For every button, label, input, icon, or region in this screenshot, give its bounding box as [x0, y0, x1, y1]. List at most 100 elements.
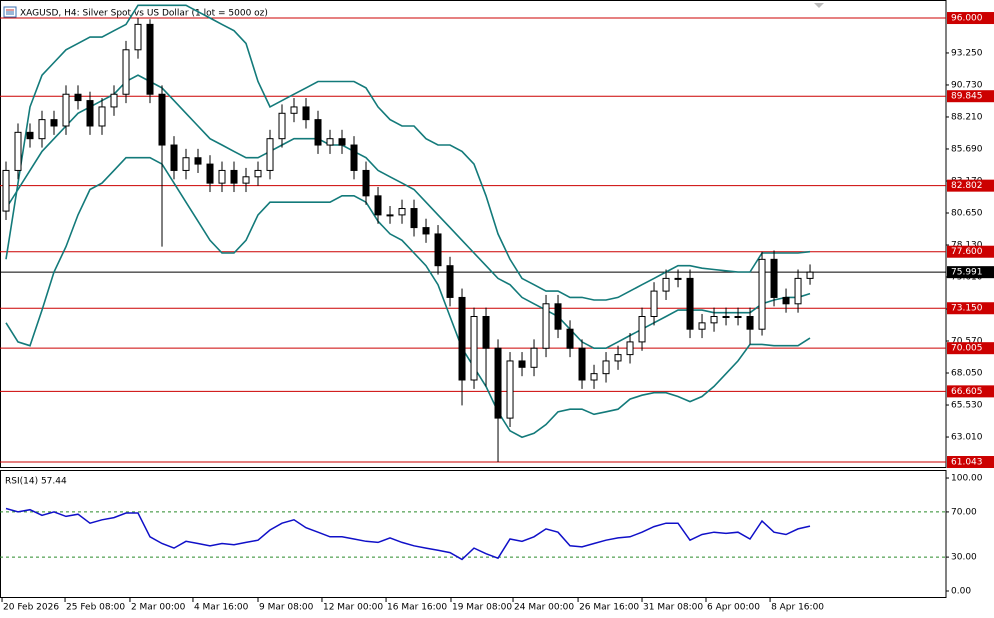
candle-body — [686, 277, 694, 330]
candle-body — [98, 106, 106, 127]
candle-body — [206, 163, 214, 184]
level-box — [947, 302, 994, 315]
candle-body — [242, 176, 250, 184]
price-panel-frame — [0, 0, 947, 468]
candle-body — [362, 169, 370, 197]
candle — [602, 352, 610, 383]
candle — [434, 225, 442, 275]
candle — [206, 155, 214, 193]
y-tick-label: 70.570 — [951, 337, 983, 347]
candle-body — [746, 315, 754, 330]
candle-body — [74, 93, 82, 102]
candle-body — [422, 227, 430, 235]
candle — [494, 339, 502, 463]
candle-body — [2, 169, 10, 212]
candle — [326, 129, 334, 154]
y-tick-label: 80.650 — [951, 208, 983, 218]
candle — [194, 148, 202, 173]
candle — [254, 161, 262, 186]
candle — [746, 307, 754, 345]
x-tick-label: 19 Mar 08:00 — [452, 603, 512, 613]
bollinger-band — [5, 4, 811, 301]
candle — [158, 85, 166, 247]
candle — [74, 85, 82, 110]
candle — [662, 269, 670, 300]
candle-body — [338, 138, 346, 146]
level-box — [947, 342, 994, 355]
y-tick-label: 88.210 — [951, 112, 983, 122]
y-tick-label: 93.250 — [951, 48, 983, 58]
candle-body — [446, 265, 454, 298]
candle — [770, 250, 778, 307]
symbol-icon — [3, 6, 17, 18]
candle-body — [410, 208, 418, 229]
candle — [242, 167, 250, 193]
candle-body — [194, 157, 202, 165]
level-label: 66.605 — [951, 387, 983, 397]
candle-body — [542, 303, 550, 349]
candle-body — [494, 347, 502, 419]
y-tick-label: 70.00 — [951, 507, 977, 517]
candle — [302, 98, 310, 129]
current-price-label: 75.991 — [951, 268, 983, 278]
candle — [638, 307, 646, 351]
current-price-box — [947, 266, 994, 279]
candle — [590, 364, 598, 389]
candle — [350, 136, 358, 180]
level-label: 96.000 — [951, 14, 983, 24]
candle — [578, 339, 586, 389]
candle-body — [710, 315, 718, 324]
candle — [626, 333, 634, 364]
x-tick-label: 26 Mar 16:00 — [579, 603, 639, 613]
shift-marker[interactable] — [814, 3, 824, 8]
candle-body — [326, 138, 334, 146]
candle-body — [134, 23, 142, 51]
candle — [686, 269, 694, 339]
candle-body — [38, 119, 46, 140]
x-tick-label: 31 Mar 08:00 — [643, 603, 703, 613]
level-box — [947, 90, 994, 103]
rsi-line — [5, 507, 811, 561]
candle — [266, 129, 274, 180]
candle-body — [806, 271, 814, 279]
rsi-panel-frame — [0, 470, 947, 598]
candle-body — [566, 328, 574, 349]
level-box — [947, 245, 994, 258]
candle — [338, 129, 346, 154]
x-tick-label: 24 Mar 00:00 — [514, 603, 574, 613]
candle — [794, 269, 802, 313]
y-tick-label: 100.00 — [951, 474, 983, 484]
candle — [758, 251, 766, 336]
candle-body — [530, 347, 538, 368]
candle — [422, 218, 430, 243]
candle — [614, 345, 622, 370]
candle-body — [662, 277, 670, 292]
candle — [86, 91, 94, 135]
candle-body — [374, 195, 382, 216]
y-tick-label: 90.730 — [951, 80, 983, 90]
candle — [482, 307, 490, 387]
candle-body — [122, 49, 130, 95]
candle — [62, 85, 70, 135]
candle — [710, 307, 718, 332]
candle-body — [398, 208, 406, 216]
candle — [398, 199, 406, 224]
candle — [122, 40, 130, 104]
x-tick-label: 9 Mar 08:00 — [259, 603, 314, 613]
candle — [362, 161, 370, 205]
x-tick-label: 4 Mar 16:00 — [194, 603, 249, 613]
candle-body — [386, 214, 394, 217]
candle — [566, 320, 574, 358]
candle-body — [470, 315, 478, 381]
candle — [734, 307, 742, 326]
level-box — [947, 385, 994, 398]
level-label: 73.150 — [951, 304, 983, 314]
x-tick-label: 6 Apr 00:00 — [707, 603, 760, 613]
candle-body — [86, 100, 94, 127]
candle-body — [698, 322, 706, 330]
candle-body — [50, 119, 58, 127]
level-label: 82.802 — [951, 181, 983, 191]
candle — [506, 352, 514, 427]
x-tick-label: 20 Feb 2026 — [3, 603, 59, 613]
candle-body — [590, 373, 598, 381]
